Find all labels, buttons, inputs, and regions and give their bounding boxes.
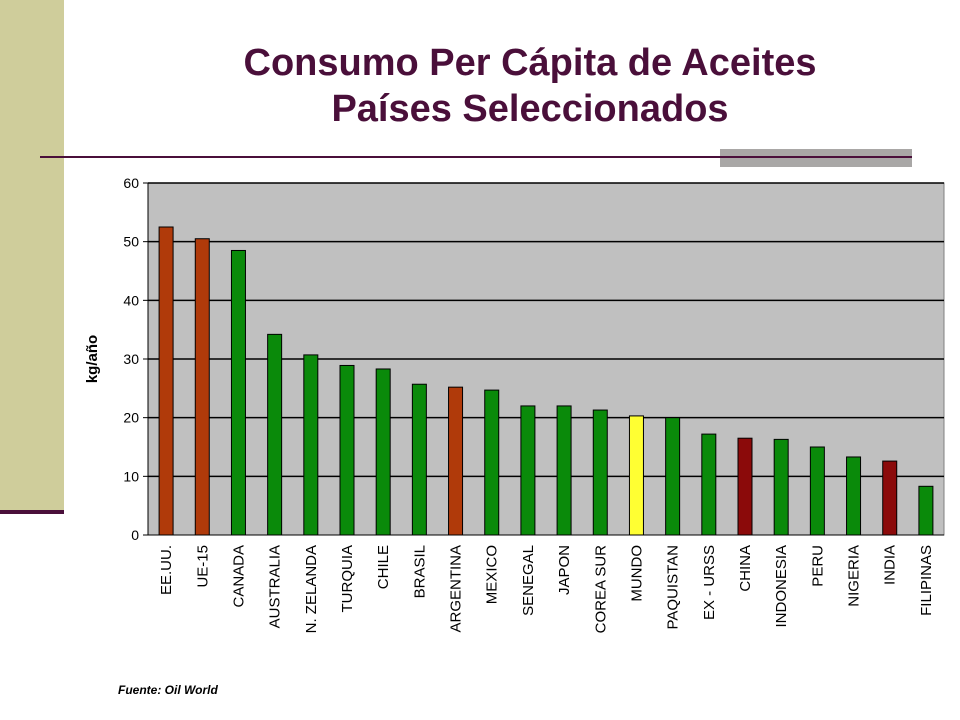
bar [411, 383, 427, 536]
bar [628, 415, 644, 536]
bar [701, 433, 717, 536]
bar [882, 460, 898, 536]
y-tick-label: 40 [123, 292, 139, 308]
bar [484, 389, 500, 536]
title-accent-line [720, 156, 912, 158]
x-tick-label: EX - URSS [701, 545, 718, 620]
x-tick-label: PAQUISTAN [665, 545, 682, 629]
bar [773, 438, 789, 536]
x-tick-label: AUSTRALIA [267, 545, 284, 628]
x-tick-label: JAPON [556, 545, 573, 595]
x-tick-label: ARGENTINA [448, 545, 465, 633]
slide-title: Consumo Per Cápita de Aceites Países Sel… [120, 40, 940, 132]
x-tick-label: N. ZELANDA [303, 545, 320, 633]
x-tick-label: UE-15 [194, 545, 211, 588]
x-tick-label: MUNDO [628, 545, 645, 602]
y-tick-label: 10 [123, 468, 139, 484]
side-decoration-bar [0, 0, 64, 512]
y-tick-label: 50 [123, 234, 139, 250]
bar [194, 238, 210, 536]
bar [737, 437, 753, 536]
bar [303, 354, 319, 536]
y-tick-label: 0 [131, 527, 139, 543]
x-tick-label: MEXICO [484, 545, 501, 604]
title-line-1: Consumo Per Cápita de Aceites [243, 42, 817, 84]
bar [339, 364, 355, 536]
x-tick-label: CHINA [737, 545, 754, 592]
bar [230, 249, 246, 536]
x-tick-label: PERU [809, 545, 826, 587]
bar [158, 226, 174, 536]
x-tick-label: EE.UU. [158, 545, 175, 595]
bar [846, 456, 862, 536]
x-tick-label: CHILE [375, 545, 392, 589]
bar [448, 386, 464, 536]
bar [375, 368, 391, 536]
bar [267, 333, 283, 536]
x-tick-label: COREA SUR [592, 545, 609, 634]
x-tick-label: BRASIL [411, 545, 428, 598]
bar [592, 409, 608, 536]
x-tick-label: INDIA [882, 545, 899, 585]
bar [918, 485, 934, 536]
side-decoration-line [0, 510, 64, 514]
bar [556, 405, 572, 536]
y-tick-label: 20 [123, 410, 139, 426]
x-tick-label: NIGERIA [846, 545, 863, 607]
title-rule [40, 156, 910, 158]
bar [520, 405, 536, 536]
x-tick-label: SENEGAL [520, 545, 537, 616]
x-tick-label: CANADA [230, 545, 247, 608]
x-tick-label: TURQUIA [339, 545, 356, 613]
bar [665, 417, 681, 536]
x-tick-label: FILIPINAS [918, 545, 935, 616]
bar [809, 446, 825, 536]
title-accent-block [720, 149, 912, 167]
y-tick-label: 60 [123, 175, 139, 191]
y-axis-label: kg/año [84, 335, 101, 383]
title-line-2: Países Seleccionados [331, 88, 729, 130]
x-tick-label: INDONESIA [773, 545, 790, 628]
source-note: Fuente: Oil World [118, 683, 218, 697]
y-tick-label: 30 [123, 351, 139, 367]
